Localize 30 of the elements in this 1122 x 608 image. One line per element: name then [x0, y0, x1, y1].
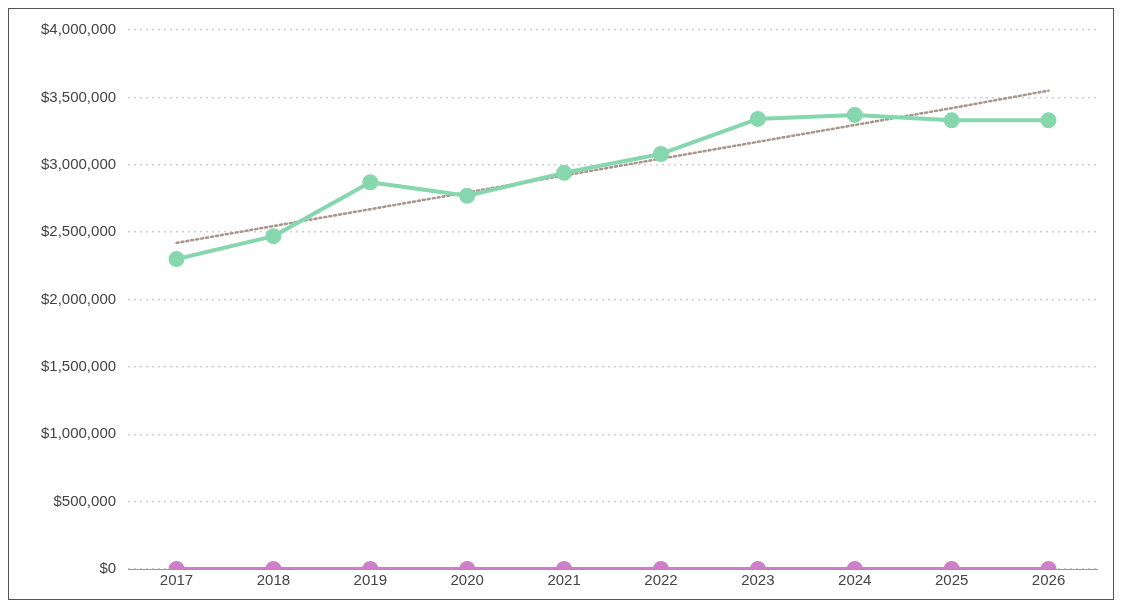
point: [459, 187, 476, 204]
x-tick-label: 2024: [838, 571, 872, 589]
x-tick-label: 2021: [547, 571, 581, 589]
y-tick-label: $4,000,000: [41, 20, 117, 38]
point: [362, 174, 379, 191]
y-tick-label: $3,000,000: [41, 154, 117, 172]
x-tick-label: 2019: [353, 571, 387, 589]
point: [1040, 112, 1057, 129]
y-tick-label: $1,500,000: [41, 357, 117, 375]
x-tick-label: 2023: [741, 571, 775, 589]
x-tick-label: 2017: [159, 571, 194, 589]
point: [265, 228, 282, 245]
y-tick-label: $2,500,000: [41, 222, 117, 240]
point: [556, 164, 573, 181]
y-tick-label: $3,500,000: [41, 87, 117, 105]
x-tick-label: 2026: [1031, 571, 1066, 589]
x-tick-label: 2022: [644, 571, 678, 589]
x-tick-label: 2018: [256, 571, 291, 589]
point: [168, 251, 185, 268]
y-tick-label: $2,000,000: [41, 289, 117, 307]
point: [652, 145, 669, 162]
y-tick-label: $500,000: [53, 491, 117, 509]
x-tick-label: 2020: [450, 571, 484, 589]
y-tick-label: $1,000,000: [41, 424, 117, 442]
point: [846, 106, 863, 123]
line-series: [175, 89, 1050, 245]
point: [943, 112, 960, 129]
y-tick-label: $0: [99, 559, 117, 577]
point: [749, 110, 766, 127]
x-tick-label: 2025: [934, 571, 969, 589]
